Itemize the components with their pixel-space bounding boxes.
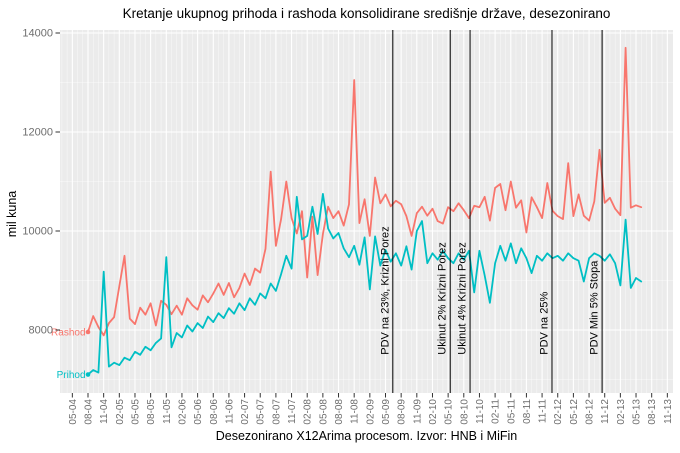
x-tick-label: 08-13 [647,399,658,425]
x-tick-label: 08-11 [522,399,533,424]
x-tick-label: 02-11 [491,399,502,424]
x-tick-label: 02-08 [303,399,314,425]
x-tick-label: 02-09 [365,399,376,425]
x-tick-label: 08-12 [585,399,596,425]
series-line-prihod [87,192,643,376]
x-tick-label: 08-10 [459,399,470,425]
x-tick-label: 05-05 [130,399,141,425]
x-tick-label: 11-07 [287,399,298,424]
x-tick-label: 08-08 [334,399,345,425]
x-tick-label: 05-08 [318,399,329,425]
x-tick-label: 05-13 [632,399,643,425]
x-tick-label: 11-12 [600,399,611,424]
x-tick-label: 08-04 [84,399,95,425]
x-tick-label: 08-06 [209,399,220,425]
series-label-rashod: Rashod [51,327,85,338]
x-tick-label: 11-11 [538,399,549,424]
x-tick-label: 11-10 [475,399,486,424]
x-tick-label: 08-09 [397,399,408,425]
y-tick-label: 10000 [22,226,53,238]
x-tick-label: 08-07 [271,399,282,425]
x-tick-label: 05-12 [569,399,580,425]
x-tick-label: 05-06 [193,399,204,425]
x-tick-label: 11-13 [663,399,674,424]
x-tick-label: 02-13 [616,399,627,425]
x-tick-label: 02-07 [240,399,251,425]
x-tick-label: 05-07 [256,399,267,425]
x-axis-caption: Desezonirano X12Arima procesom. Izvor: H… [215,429,518,443]
series-line-rashod [87,46,643,337]
event-line-label: PDV Min 5% Stopa [589,260,601,355]
x-tick-label: 05-09 [381,399,392,425]
event-line-label: PDV na 25% [538,292,550,355]
x-tick-label: 02-12 [553,399,564,425]
event-line-label: PDV na 23%, Krizni Porez [379,226,391,354]
x-tick-label: 05-11 [506,399,517,424]
series-label-prihod: Prihod [57,370,86,381]
x-tick-label: 11-09 [412,399,423,424]
x-tick-label: 11-05 [162,399,173,424]
event-line-label: Ukinut 4% Krizni Porez [457,242,469,354]
series-start-dot-prihod [85,372,91,377]
x-tick-label: 08-05 [146,399,157,425]
y-tick-label: 8000 [29,325,53,337]
x-tick-label: 02-10 [428,399,439,425]
x-tick-label: 05-04 [68,399,79,425]
x-tick-label: 11-04 [99,399,110,424]
x-tick-label: 02-05 [115,399,126,425]
event-line-label: Ukinut 2% Krizni Porez [437,242,449,355]
x-tick-label: 11-08 [350,399,361,424]
chart-title: Kretanje ukupnog prihoda i rashoda konso… [122,6,611,21]
y-tick-label: 12000 [22,127,53,139]
y-tick-label: 14000 [22,28,53,40]
series-start-dot-rashod [85,329,91,335]
x-tick-label: 11-06 [224,399,235,424]
x-tick-label: 02-06 [177,399,188,425]
x-tick-label: 05-10 [444,399,455,425]
y-axis-label: mil kuna [5,190,19,238]
